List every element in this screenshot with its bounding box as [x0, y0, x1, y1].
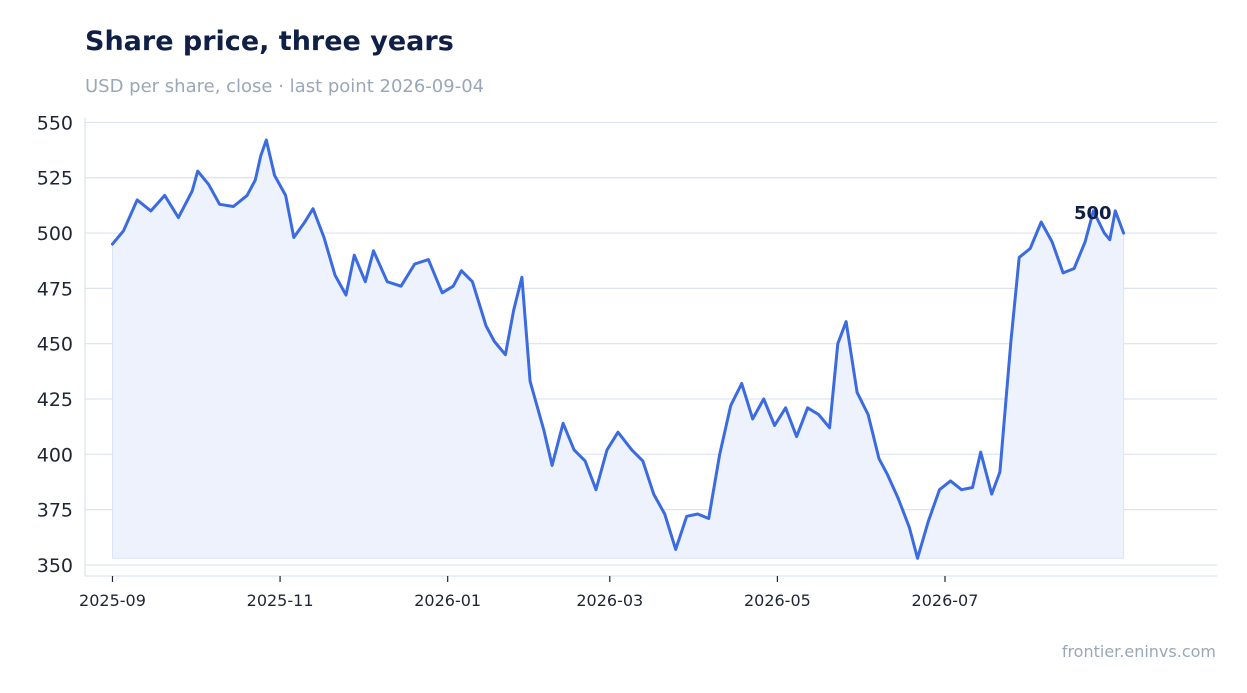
y-tick-label: 450 — [37, 334, 73, 356]
area-layer — [111, 138, 1126, 561]
y-tick-label: 375 — [37, 500, 73, 522]
y-tick-label: 475 — [37, 278, 73, 300]
price-area-fill — [112, 138, 1125, 561]
source-footer: frontier.eninvs.com — [1061, 642, 1216, 661]
x-tick-label: 2026-07 — [912, 591, 979, 610]
x-tick-label: 2025-11 — [247, 591, 314, 610]
last-value-label: 500 — [1074, 203, 1112, 224]
x-tick-label: 2026-01 — [414, 591, 481, 610]
price-line — [111, 138, 1126, 560]
chart-title: Share price, three years — [85, 26, 454, 57]
y-tick-label: 350 — [37, 555, 73, 577]
y-tick-label: 400 — [37, 444, 73, 466]
y-tick-label: 425 — [37, 389, 73, 411]
label-layer: 500 — [1074, 203, 1112, 224]
x-tick-label: 2025-09 — [79, 591, 146, 610]
x-tick-label: 2026-05 — [744, 591, 811, 610]
y-tick-label: 500 — [37, 223, 73, 245]
axis-layer: 350 375 400 425 450 475 500 525 550 2025-09 2025-1… — [37, 112, 1217, 610]
x-tick-label: 2026-03 — [576, 591, 643, 610]
y-tick-label: 550 — [37, 112, 73, 134]
chart-subtitle: USD per share, close · last point 2026-0… — [85, 76, 485, 97]
y-tick-label: 525 — [37, 168, 73, 190]
